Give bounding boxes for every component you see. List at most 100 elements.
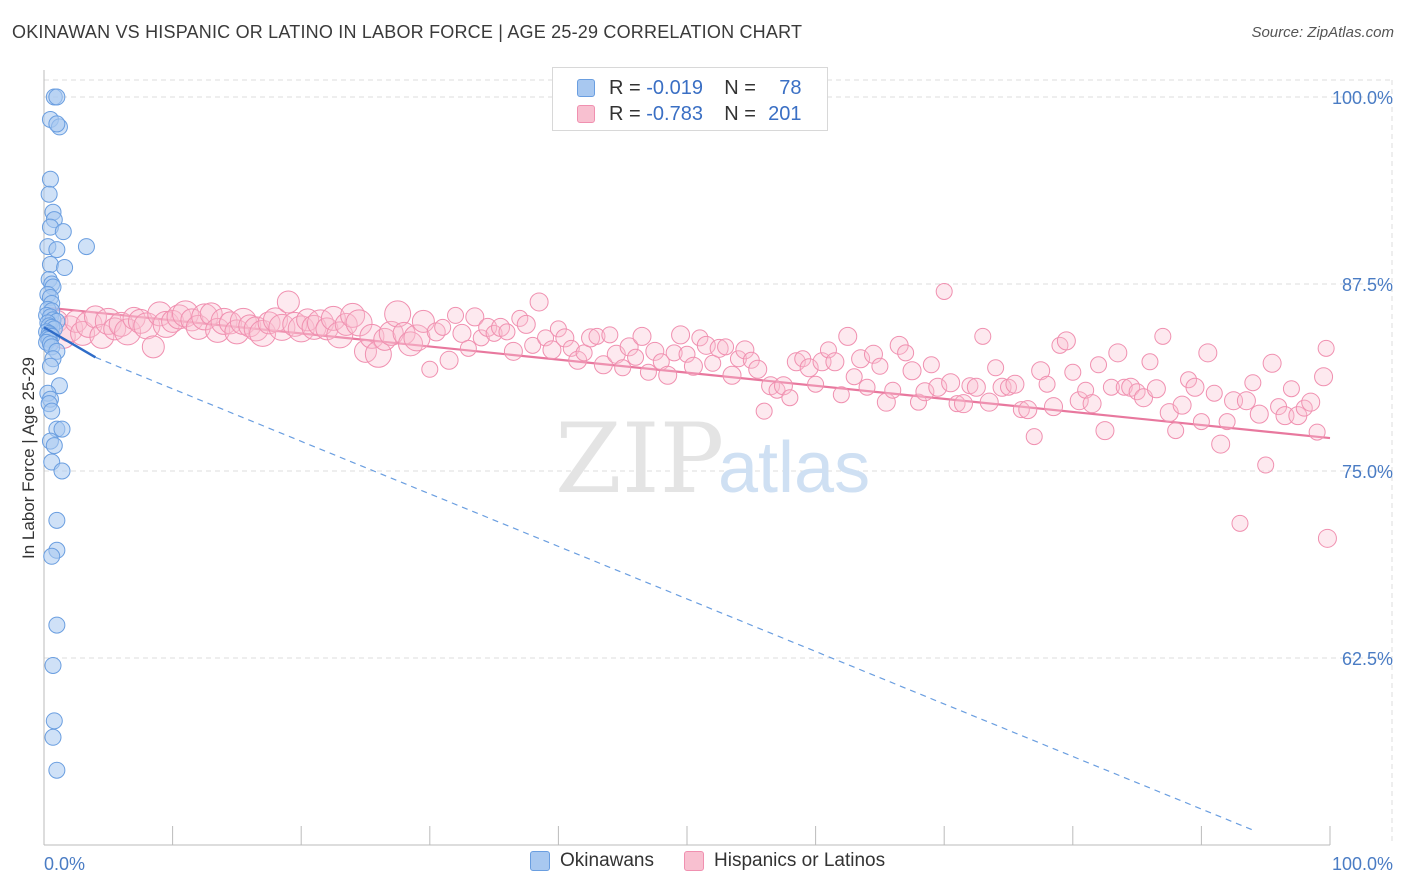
okinawans-point xyxy=(77,238,95,256)
hispanics-point xyxy=(966,377,986,397)
hispanics-point xyxy=(1077,381,1095,399)
hispanics-point xyxy=(1249,404,1269,424)
hispanics-point xyxy=(645,341,665,361)
hispanics-point xyxy=(1056,331,1076,351)
okinawans-point xyxy=(48,115,66,133)
x-tick-label: 100.0% xyxy=(1332,854,1393,874)
y-tick-label: 75.0% xyxy=(1342,462,1393,482)
hispanics-point xyxy=(871,357,889,375)
hispanics-point xyxy=(845,368,863,386)
hispanics-point xyxy=(555,328,575,348)
watermark-zip: ZIP xyxy=(555,403,724,515)
hispanics-point xyxy=(807,375,825,393)
hispanics-point xyxy=(1205,384,1223,402)
hispanics-point xyxy=(498,323,516,341)
tick-labels: 100.0% 87.5% 75.0% 62.5% 0.0% 100.0% xyxy=(44,88,1393,874)
hispanics-point xyxy=(1108,343,1128,363)
hispanics-point xyxy=(755,402,773,420)
hispanics-point xyxy=(83,305,107,329)
hispanics-point xyxy=(825,352,845,372)
hispanics-point xyxy=(748,359,768,379)
hispanics-point xyxy=(439,350,459,370)
okinawans-point xyxy=(44,656,62,674)
hispanics-point xyxy=(345,309,373,337)
watermark: ZIP atlas xyxy=(555,403,870,515)
legend-row-hispanics: R = -0.783 N = 201 xyxy=(577,101,802,127)
hispanics-point xyxy=(671,325,691,345)
hispanics-trend-line xyxy=(50,306,1331,440)
okinawans-point xyxy=(40,185,58,203)
hispanics-point xyxy=(1317,339,1335,357)
hispanics-point xyxy=(1282,380,1300,398)
legend-r-label: R = xyxy=(609,76,641,99)
hispanics-point xyxy=(691,329,709,347)
hispanics-point xyxy=(1082,394,1102,414)
grid-lines xyxy=(44,79,1393,845)
hispanics-point xyxy=(1244,374,1262,392)
chart-title: OKINAWAN VS HISPANIC OR LATINO IN LABOR … xyxy=(12,22,803,42)
okinawans-point xyxy=(48,88,66,106)
hispanics-point xyxy=(678,345,696,363)
okinawans-point xyxy=(44,728,62,746)
hispanics-point xyxy=(897,344,915,362)
y-tick-label: 87.5% xyxy=(1342,275,1393,295)
hispanics-point xyxy=(1115,378,1133,396)
okinawans-point xyxy=(41,357,59,375)
hispanics-point xyxy=(992,377,1012,397)
hispanics-point xyxy=(210,307,238,335)
hispanics-point xyxy=(537,329,555,347)
y-tick-label: 100.0% xyxy=(1332,88,1393,108)
hispanics-point xyxy=(1018,400,1038,420)
hispanics-point xyxy=(459,339,477,357)
hispanics-point xyxy=(1038,375,1056,393)
legend-r-label: R = xyxy=(609,102,641,125)
bottom-legend-label: Hispanics or Latinos xyxy=(714,850,886,871)
legend-n-value: 201 xyxy=(768,102,802,125)
hispanics-point xyxy=(902,361,922,381)
hispanics-point xyxy=(593,355,613,375)
bottom-legend-okinawans: Okinawans xyxy=(530,850,654,872)
chart-source: Source: ZipAtlas.com xyxy=(1251,24,1394,41)
hispanics-point xyxy=(1218,413,1236,431)
hispanics-point xyxy=(447,306,465,324)
hispanics-point xyxy=(722,365,742,385)
hispanics-points xyxy=(45,282,1337,548)
bottom-legend-label: Okinawans xyxy=(560,850,654,871)
hispanics-point xyxy=(141,335,165,359)
hispanics-point xyxy=(1000,378,1017,396)
hispanics-point xyxy=(915,382,935,402)
okinawans-point xyxy=(48,241,66,259)
hispanics-point xyxy=(1192,413,1210,431)
hispanics-point xyxy=(781,389,799,407)
hispanics-point xyxy=(832,386,850,404)
hispanics-point xyxy=(326,321,354,349)
hispanics-point xyxy=(1095,421,1115,441)
hispanics-point xyxy=(1314,367,1334,387)
hispanics-point xyxy=(472,329,490,347)
hispanics-point xyxy=(928,377,948,397)
okinawans-trend-line xyxy=(43,326,97,359)
hispanics-point xyxy=(398,331,424,357)
legend-swatch-hispanics xyxy=(577,105,595,123)
hispanics-point xyxy=(452,323,472,343)
hispanics-point xyxy=(1154,327,1172,345)
watermark-atlas: atlas xyxy=(718,428,870,508)
hispanics-point xyxy=(627,348,645,366)
hispanics-point xyxy=(1308,423,1326,441)
hispanics-point xyxy=(524,336,542,354)
hispanics-point xyxy=(1211,434,1231,454)
hispanics-point xyxy=(516,314,536,334)
hispanics-point xyxy=(562,339,580,357)
okinawans-point xyxy=(45,712,63,730)
hispanics-point xyxy=(1198,343,1218,363)
hispanics-point xyxy=(1167,422,1185,440)
x-tick-label: 0.0% xyxy=(44,854,85,874)
hispanics-point xyxy=(529,292,549,312)
legend-box: R = -0.019 N = 78 R = -0.783 N = 201 xyxy=(552,67,828,131)
hispanics-point xyxy=(364,340,392,368)
bottom-legend: Okinawans Hispanics or Latinos xyxy=(530,850,915,872)
hispanics-point xyxy=(421,360,439,378)
hispanics-point xyxy=(979,392,999,412)
hispanics-point xyxy=(665,344,683,362)
